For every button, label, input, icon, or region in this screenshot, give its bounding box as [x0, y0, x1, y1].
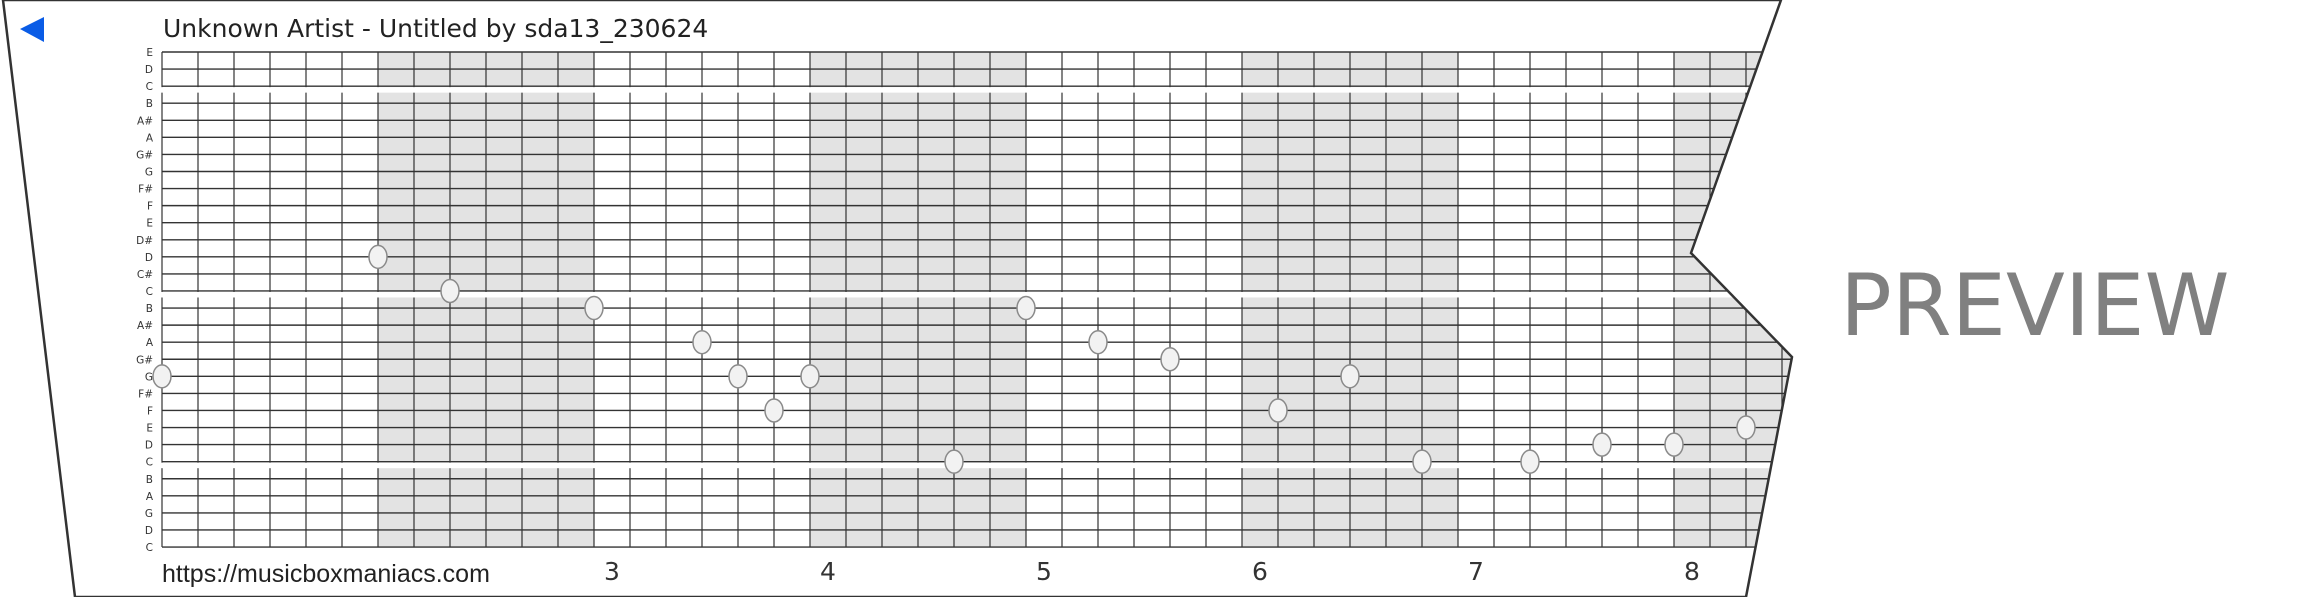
row-label: D: [145, 440, 153, 452]
row-label: D: [145, 525, 153, 537]
row-label: A#: [137, 115, 153, 127]
page-title: Unknown Artist - Untitled by sda13_23062…: [163, 14, 708, 43]
row-label: D: [145, 64, 153, 76]
measure-numbers: 3 4 5 6 7 8: [604, 557, 1700, 586]
note-hole: [152, 364, 172, 389]
note-hole: [1016, 295, 1036, 321]
row-label: A: [146, 491, 154, 503]
row-label: C: [146, 457, 153, 469]
row-label: C: [146, 81, 153, 93]
row-label: G#: [136, 354, 153, 366]
note-hole: [584, 295, 604, 321]
row-label: C: [146, 542, 153, 554]
row-label: A#: [137, 320, 153, 332]
row-label: F#: [138, 388, 153, 400]
row-label: D#: [136, 235, 153, 247]
row-label: F: [147, 201, 153, 213]
note-hole: [692, 329, 712, 355]
note-hole: [1268, 398, 1288, 423]
row-label: A: [146, 132, 154, 144]
note-hole: [1160, 347, 1180, 372]
row-label: E: [146, 423, 153, 435]
octave-gap: [161, 291, 1792, 298]
row-label: C#: [137, 269, 153, 281]
note-hole: [800, 364, 820, 389]
row-label: B: [146, 303, 153, 315]
pitch-lines: [162, 51, 1792, 548]
row-label: G: [145, 508, 153, 520]
row-label: B: [146, 98, 153, 110]
measure-number: 4: [820, 557, 836, 586]
measure-number: 6: [1252, 557, 1268, 586]
note-hole: [440, 278, 460, 304]
notes: [152, 244, 1756, 474]
preview-watermark: PREVIEW: [1840, 256, 2230, 356]
back-arrow-icon[interactable]: [20, 17, 44, 42]
note-hole: [368, 244, 388, 270]
row-label: D: [145, 252, 153, 264]
row-label: G#: [136, 149, 153, 161]
octave-gap: [161, 87, 1792, 93]
note-hole: [944, 449, 964, 474]
measure-number: 5: [1036, 557, 1052, 586]
strip-border: [1, 0, 1794, 597]
note-hole: [1412, 449, 1432, 474]
note-hole: [728, 364, 748, 389]
site-url[interactable]: https://musicboxmaniacs.com: [162, 560, 490, 588]
note-hole: [1520, 449, 1540, 474]
note-hole: [1736, 415, 1756, 440]
row-label: G: [145, 166, 153, 178]
row-label: G: [145, 371, 153, 383]
row-label: C: [146, 286, 153, 298]
note-hole: [1664, 432, 1684, 457]
row-label: F#: [138, 184, 153, 196]
octave-gap-strips: [161, 87, 1792, 469]
measure-number: 8: [1684, 557, 1700, 586]
note-hole: [1340, 364, 1360, 389]
note-hole: [1592, 432, 1612, 457]
measure-number: 3: [604, 557, 620, 586]
note-hole: [1088, 329, 1108, 355]
measure-number: 7: [1468, 557, 1484, 586]
row-label: B: [146, 474, 153, 486]
octave-gap: [161, 462, 1792, 469]
row-label: E: [146, 218, 153, 230]
row-label: F: [147, 405, 153, 417]
note-hole: [764, 398, 784, 423]
row-label: A: [146, 337, 154, 349]
row-label: E: [146, 47, 153, 59]
